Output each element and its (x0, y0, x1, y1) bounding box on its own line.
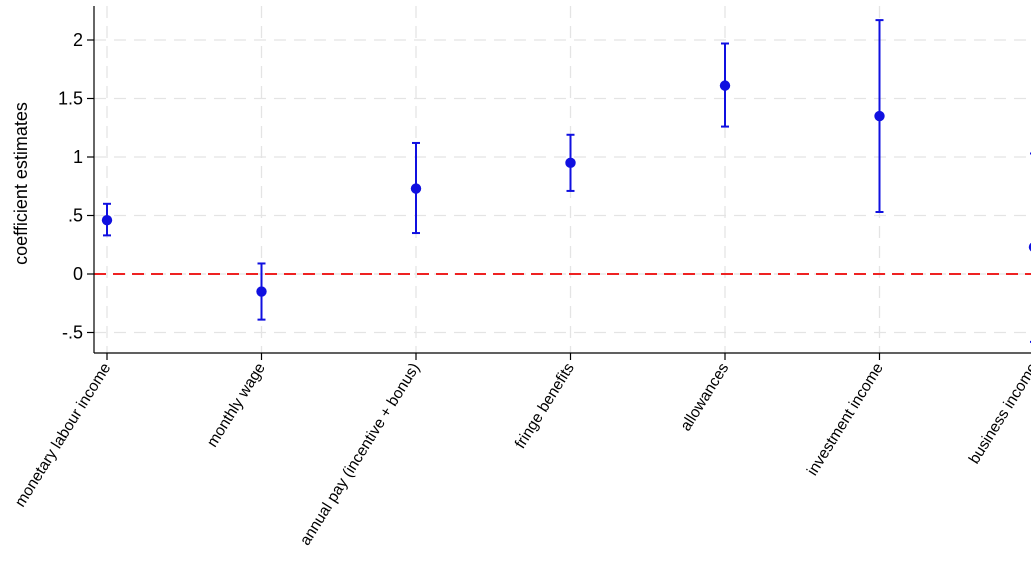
point-estimate (410, 183, 422, 194)
x-category-label: monetary labour income (12, 360, 115, 510)
point-estimate (256, 286, 267, 297)
y-tick-label: -.5 (62, 323, 83, 343)
point-estimate (101, 214, 113, 226)
y-tick-label: .5 (68, 206, 83, 226)
confidence-intervals (103, 19, 1031, 343)
tick-labels: -.5 0 .5 1 1.5 2 monetary labour income monthly… (12, 30, 1031, 549)
axes (87, 6, 1031, 360)
grid-lines (94, 6, 1031, 353)
x-category-label: allowances (677, 360, 732, 434)
x-category-label: investment income (804, 360, 887, 479)
point-estimate (1028, 242, 1031, 252)
point-estimate (874, 110, 885, 122)
y-tick-label: 2 (73, 30, 83, 50)
point-estimates (101, 80, 1031, 297)
y-axis-title: coefficient estimates (11, 102, 31, 265)
x-category-label: business income (966, 360, 1031, 467)
point-estimate (719, 80, 731, 91)
x-category-label: monthly wage (204, 360, 269, 450)
x-category-label: fringe benefits (512, 360, 578, 452)
point-estimate (565, 157, 576, 169)
y-tick-label: 0 (73, 264, 83, 284)
y-tick-label: 1 (73, 147, 83, 167)
y-tick-label: 1.5 (58, 89, 83, 109)
x-category-label: annual pay (incentive + bonus) (297, 360, 424, 548)
